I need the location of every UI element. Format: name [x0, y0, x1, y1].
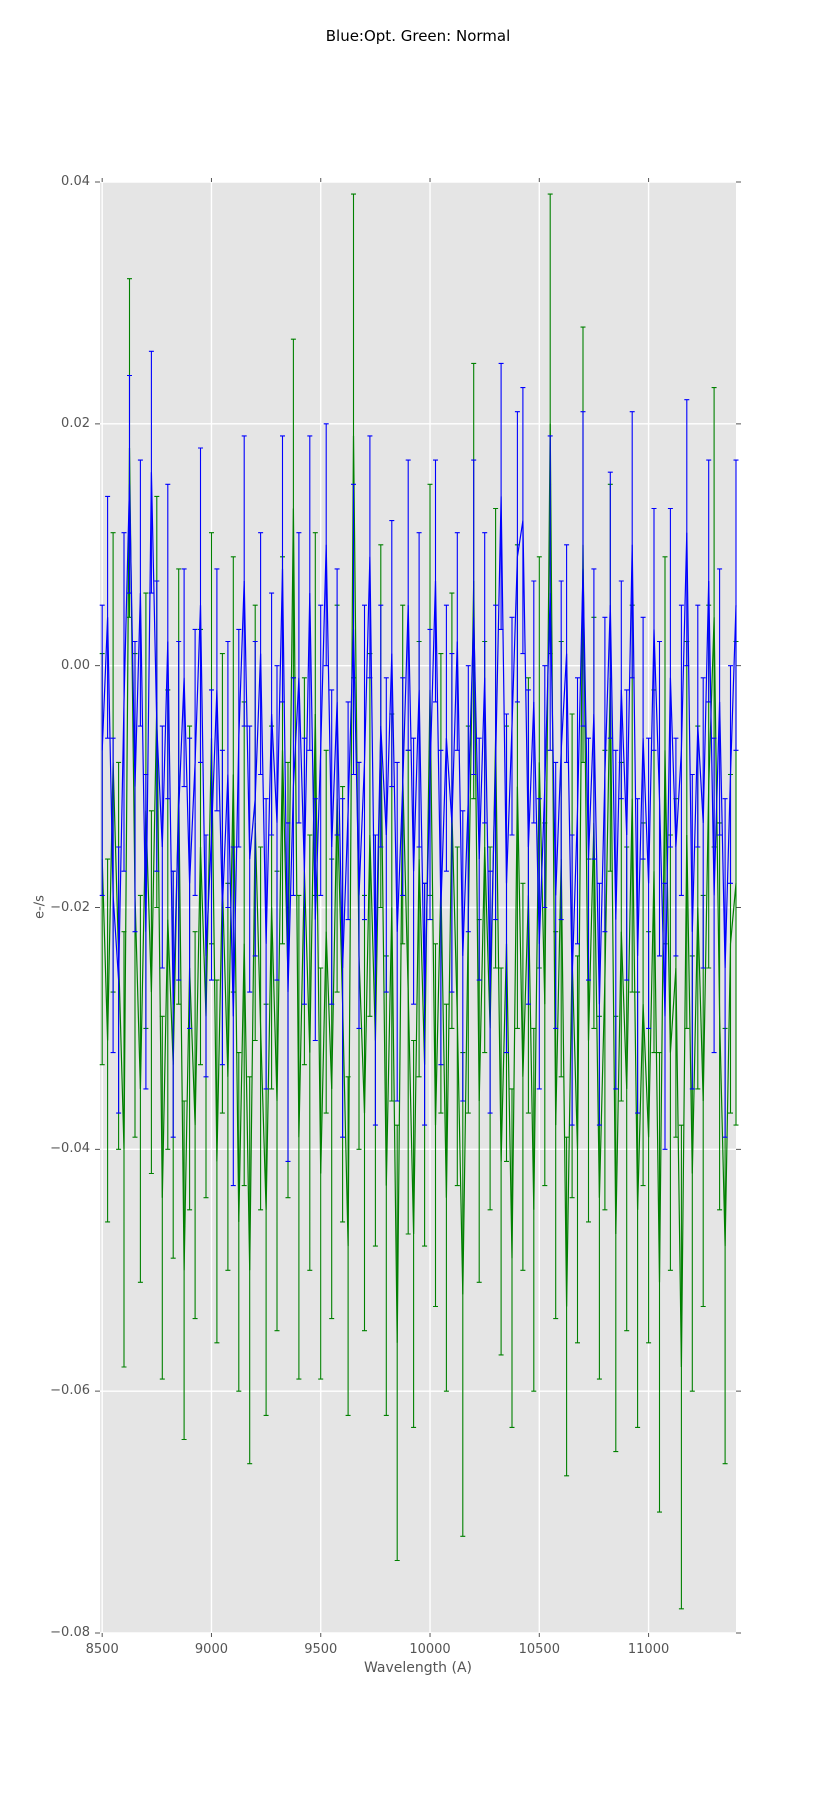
y-tick-label-0.04: 0.04	[61, 174, 90, 189]
x-tick-label-9000: 9000	[194, 1642, 228, 1657]
y-tick-label-0.02: 0.02	[61, 415, 90, 431]
y-tick-label-−0.06: −0.06	[50, 1383, 90, 1399]
x-tick-label-9500: 9500	[304, 1642, 338, 1657]
plot-area	[95, 178, 741, 1637]
y-tick-label-0.00: 0.00	[61, 657, 90, 673]
chart-title: Blue:Opt. Green: Normal	[325, 27, 511, 45]
axis-ticks	[95, 178, 741, 1637]
x-axis-label: Wavelength (A)	[363, 1660, 472, 1676]
series-opt-line	[101, 472, 737, 1017]
series-normal-errorbars	[99, 193, 739, 1610]
x-tick-label-10000: 10000	[409, 1642, 451, 1657]
x-tick-label-11000: 11000	[627, 1642, 670, 1657]
x-tick-label-8500: 8500	[85, 1642, 119, 1657]
y-tick-label-−0.08: −0.08	[50, 1625, 90, 1640]
x-tick-label-10500: 10500	[518, 1642, 560, 1657]
y-tick-label-−0.02: −0.02	[50, 899, 90, 915]
plot-canvas	[95, 178, 741, 1637]
y-tick-label-−0.04: −0.04	[50, 1141, 90, 1157]
